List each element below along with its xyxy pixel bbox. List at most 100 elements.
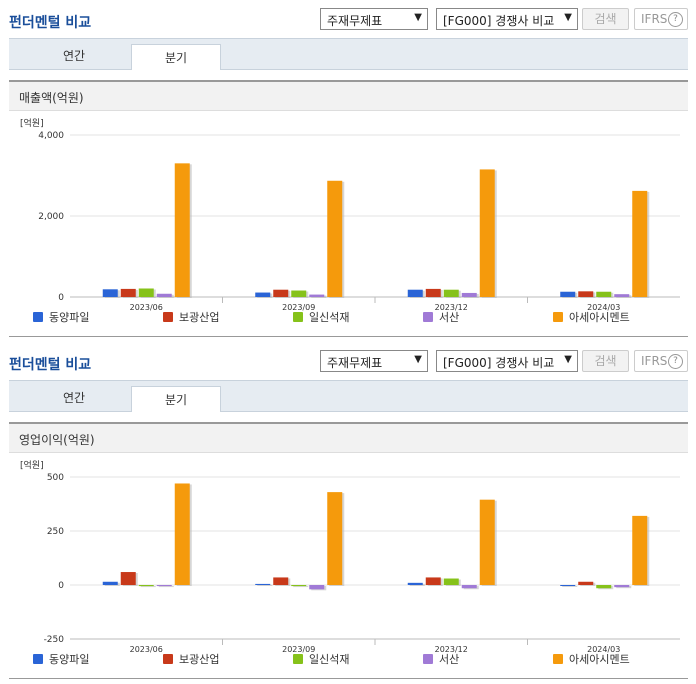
bar[interactable] — [461, 585, 477, 589]
divider — [9, 336, 688, 337]
divider — [9, 678, 688, 679]
bar[interactable] — [309, 294, 325, 297]
bar[interactable] — [102, 289, 118, 297]
statement-select-value: 주재무제표 — [327, 356, 383, 370]
statement-select[interactable]: 주재무제표 ▼ — [320, 350, 428, 372]
legend-item[interactable]: 보광산업 — [163, 653, 219, 666]
bar[interactable] — [443, 578, 459, 585]
bar[interactable] — [578, 291, 594, 297]
ifrs-button[interactable]: IFRS ? — [634, 8, 688, 30]
bar[interactable] — [443, 289, 459, 297]
bar[interactable] — [138, 585, 154, 587]
legend-label: 아세아시멘트 — [569, 311, 630, 324]
legend-swatch — [293, 312, 303, 322]
legend-swatch — [423, 654, 433, 664]
y-tick-label: -250 — [44, 635, 65, 645]
legend-item[interactable]: 일신석재 — [293, 310, 349, 324]
bar[interactable] — [407, 289, 423, 297]
legend-swatch — [423, 312, 433, 322]
tab-annual[interactable]: 연간 — [62, 49, 86, 63]
bar[interactable] — [425, 288, 441, 297]
tab-annual[interactable]: 연간 — [62, 391, 86, 405]
search-button[interactable]: 검색 — [582, 8, 629, 30]
bar[interactable] — [273, 289, 289, 297]
legend-label: 보광산업 — [179, 653, 219, 666]
statement-select-value: 주재무제표 — [327, 14, 383, 28]
tab-quarterly[interactable]: 분기 — [131, 386, 221, 412]
x-tick-label: 2023/06 — [130, 303, 163, 312]
bar[interactable] — [327, 180, 343, 297]
bar-shadow — [140, 586, 156, 588]
x-tick-label: 2023/09 — [282, 303, 315, 312]
y-tick-label: 0 — [58, 581, 64, 591]
bar[interactable] — [327, 492, 343, 585]
statement-select[interactable]: 주재무제표 ▼ — [320, 8, 428, 30]
ifrs-button[interactable]: IFRS ? — [634, 350, 688, 372]
legend-swatch — [33, 654, 43, 664]
legend-item[interactable]: 서산 — [423, 653, 459, 666]
bar[interactable] — [156, 585, 172, 587]
legend-item[interactable]: 보광산업 — [163, 311, 219, 324]
bar[interactable] — [560, 291, 576, 297]
bar[interactable] — [479, 499, 495, 585]
legend-item[interactable]: 동양파일 — [33, 652, 89, 666]
help-icon[interactable]: ? — [668, 354, 683, 369]
x-tick-label: 2023/12 — [435, 645, 468, 654]
bar[interactable] — [255, 292, 271, 297]
legend-item[interactable]: 서산 — [423, 311, 459, 324]
x-tick-label: 2024/03 — [587, 645, 620, 654]
legend-swatch — [553, 312, 563, 322]
operating-income-panel: 펀더멘털 비교 주재무제표 ▼ [FG000] 경쟁사 비교 ▼ 검색 IFRS… — [0, 342, 696, 684]
legend-item[interactable]: 아세아시멘트 — [553, 653, 630, 666]
bar-shadow — [158, 586, 174, 588]
ifrs-label: IFRS — [641, 12, 668, 26]
legend-label: 보광산업 — [179, 311, 219, 324]
panel-title: 펀더멘털 비교 — [9, 357, 92, 373]
peer-select[interactable]: [FG000] 경쟁사 비교 ▼ — [436, 350, 578, 372]
x-tick-label: 2023/06 — [130, 645, 163, 654]
bar[interactable] — [614, 585, 630, 588]
bar[interactable] — [479, 169, 495, 297]
search-button[interactable]: 검색 — [582, 350, 629, 372]
bar[interactable] — [174, 163, 190, 297]
bar[interactable] — [596, 291, 612, 297]
legend-label: 일신석재 — [309, 310, 349, 324]
sales-panel: 펀더멘털 비교 주재무제표 ▼ [FG000] 경쟁사 비교 ▼ 검색 IFRS… — [9, 8, 688, 337]
legend-item[interactable]: 일신석재 — [293, 652, 349, 666]
bar[interactable] — [632, 515, 648, 585]
bar[interactable] — [461, 292, 477, 297]
bar[interactable] — [102, 581, 118, 585]
peer-select-value: [FG000] 경쟁사 비교 — [443, 14, 555, 28]
tab-quarterly[interactable]: 분기 — [131, 44, 221, 70]
bar[interactable] — [291, 290, 307, 297]
bar[interactable] — [120, 288, 136, 297]
bar[interactable] — [596, 585, 612, 589]
bar[interactable] — [138, 288, 154, 297]
legend-item[interactable]: 동양파일 — [33, 310, 89, 324]
bar[interactable] — [578, 581, 594, 585]
section-header: 영업이익(억원) — [9, 422, 688, 453]
y-tick-label: 0 — [58, 293, 64, 303]
bar[interactable] — [309, 585, 325, 590]
bar[interactable] — [560, 585, 576, 586]
bar[interactable] — [632, 190, 648, 297]
bar[interactable] — [273, 577, 289, 585]
bar[interactable] — [614, 294, 630, 297]
legend-label: 아세아시멘트 — [569, 653, 630, 666]
chevron-down-icon: ▼ — [564, 12, 572, 23]
help-icon[interactable]: ? — [668, 12, 683, 27]
legend-swatch — [33, 312, 43, 322]
bar[interactable] — [407, 582, 423, 585]
bar[interactable] — [255, 583, 271, 585]
bar-shadow — [562, 586, 578, 587]
legend-item[interactable]: 아세아시멘트 — [553, 311, 630, 324]
bar[interactable] — [120, 572, 136, 585]
bar[interactable] — [291, 585, 307, 587]
section-title: 매출액(억원) — [19, 91, 84, 105]
legend-label: 동양파일 — [49, 652, 89, 666]
bar[interactable] — [425, 577, 441, 585]
section-title: 영업이익(억원) — [19, 433, 95, 447]
bar[interactable] — [174, 483, 190, 585]
bar[interactable] — [156, 293, 172, 297]
peer-select[interactable]: [FG000] 경쟁사 비교 ▼ — [436, 8, 578, 30]
